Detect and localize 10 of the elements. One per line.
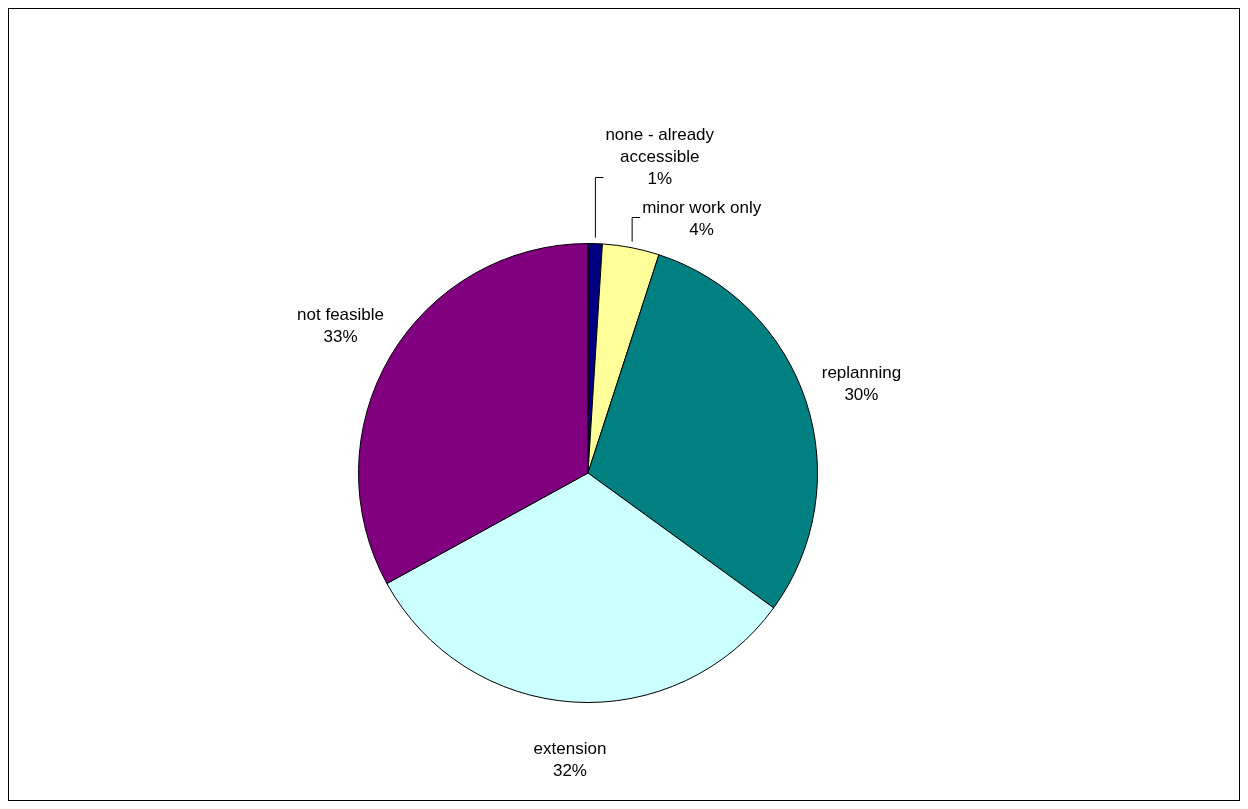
data-label: 1% (647, 168, 673, 188)
slice-label: not feasible (297, 305, 385, 325)
data-label: 32% (552, 760, 587, 780)
data-label: 33% (323, 327, 358, 347)
slice-label: minor work only (642, 197, 762, 217)
slice-label: extension (533, 738, 607, 758)
data-label: 30% (844, 384, 879, 404)
slice-label: replanning (821, 362, 902, 382)
data-label: 4% (689, 219, 714, 239)
slice-label: none - already accessible (605, 124, 715, 166)
